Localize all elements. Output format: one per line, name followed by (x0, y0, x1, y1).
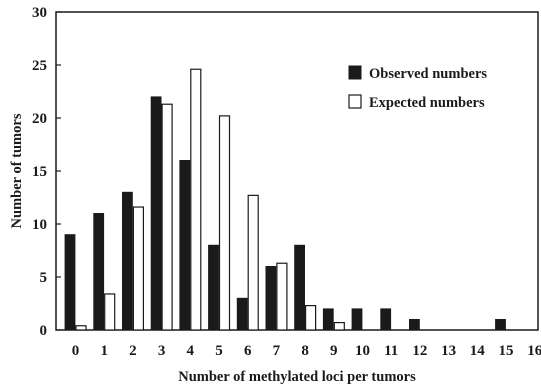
legend-label-expected: Expected numbers (369, 95, 485, 111)
y-axis-title: Number of tumors (9, 113, 25, 228)
x-tick-label: 10 (355, 343, 370, 359)
bar-expected-2 (132, 206, 144, 331)
bar-observed-15 (495, 318, 506, 331)
bar-expected-8 (305, 305, 317, 331)
legend: Observed numbers Expected numbers (348, 65, 487, 111)
y-tick-label: 0 (40, 323, 48, 339)
x-tick-label: 3 (158, 343, 166, 359)
bar-observed-7 (265, 265, 277, 331)
bar-expected-9 (333, 321, 345, 331)
bar-expected-0 (75, 325, 87, 331)
x-tick-label: 12 (412, 343, 427, 359)
bar-expected-4 (190, 68, 202, 331)
x-tick-label: 1 (100, 343, 108, 359)
x-tick-label: 14 (470, 343, 486, 359)
y-tick-label: 30 (32, 5, 47, 21)
y-tick-label: 10 (32, 217, 47, 233)
bar-observed-12 (408, 318, 420, 331)
bar-expected-6 (247, 194, 259, 331)
bar-expected-7 (276, 262, 288, 331)
y-tick-label: 15 (32, 164, 47, 180)
bar-observed-0 (64, 234, 76, 331)
bar-observed-5 (208, 244, 219, 331)
x-tick-label: 6 (244, 343, 252, 359)
legend-swatch-expected (348, 94, 362, 109)
bar-expected-3 (161, 103, 173, 331)
x-tick-label: 13 (441, 343, 456, 359)
y-tick-label: 25 (32, 58, 47, 74)
x-tick-label: 8 (301, 343, 309, 359)
bar-observed-11 (380, 308, 392, 331)
x-tick-label: 5 (215, 343, 223, 359)
y-axis: 0 5 10 15 20 25 30 (32, 5, 61, 339)
bar-observed-1 (93, 212, 105, 331)
x-axis-title: Number of methylated loci per tumors (178, 369, 416, 385)
bar-observed-4 (179, 159, 191, 331)
x-axis: 0 1 2 3 4 5 6 7 8 9 10 11 12 13 14 15 16 (72, 343, 541, 359)
bar-expected-5 (218, 115, 231, 331)
x-tick-label: 15 (499, 343, 514, 359)
bar-observed-8 (294, 244, 306, 331)
x-tick-label: 16 (527, 343, 541, 359)
y-tick-label: 20 (32, 111, 47, 127)
bar-observed-2 (122, 191, 133, 331)
x-tick-label: 4 (187, 343, 195, 359)
x-tick-label: 7 (273, 343, 281, 359)
x-tick-label: 0 (72, 343, 80, 359)
x-tick-label: 2 (129, 343, 137, 359)
bar-expected-1 (104, 293, 116, 331)
bar-observed-10 (351, 308, 363, 331)
y-tick-label: 5 (40, 270, 48, 286)
bar-series (64, 68, 506, 331)
bar-observed-6 (236, 297, 248, 331)
bar-observed-3 (150, 96, 162, 331)
x-tick-label: 9 (330, 343, 338, 359)
bar-observed-9 (322, 308, 334, 331)
legend-label-observed: Observed numbers (369, 66, 487, 82)
legend-swatch-observed (348, 65, 362, 80)
x-tick-label: 11 (384, 343, 398, 359)
